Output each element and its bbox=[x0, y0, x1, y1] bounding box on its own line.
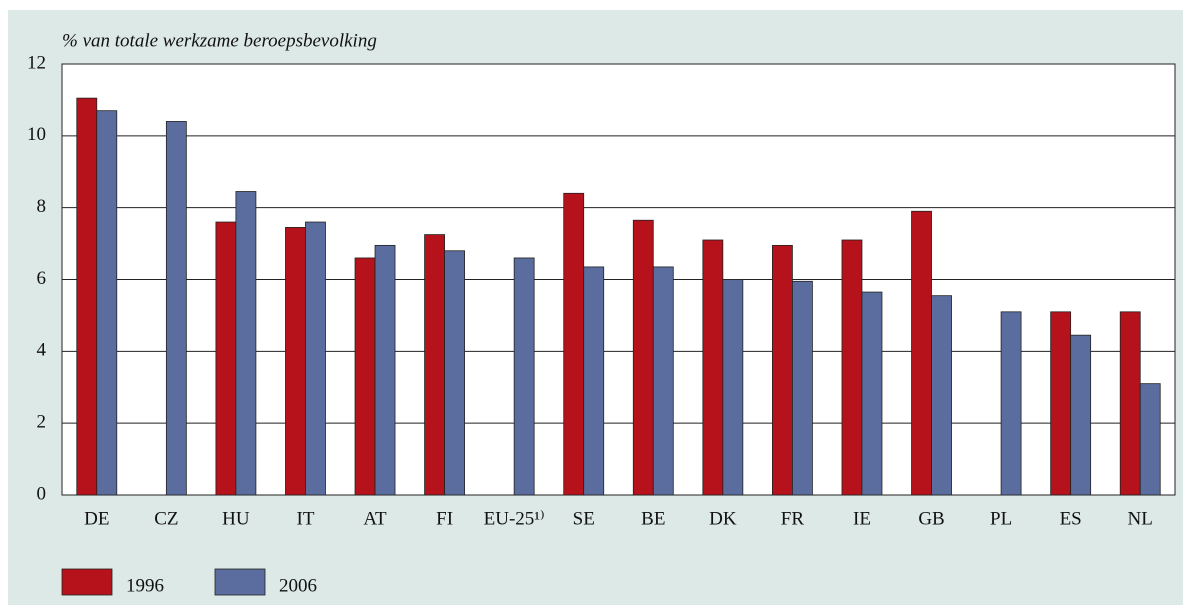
bar bbox=[424, 234, 445, 496]
bar bbox=[1070, 334, 1092, 496]
bar bbox=[632, 219, 654, 496]
y-tick-label: 2 bbox=[37, 412, 47, 433]
y-tick-label: 8 bbox=[37, 196, 47, 217]
bar bbox=[305, 221, 326, 496]
legend-swatch bbox=[61, 568, 113, 596]
bar bbox=[1139, 383, 1161, 496]
bar bbox=[165, 121, 187, 496]
y-tick-label: 12 bbox=[27, 52, 46, 73]
bar bbox=[772, 244, 793, 496]
x-tick-label: SE bbox=[573, 508, 595, 529]
x-tick-label: FI bbox=[436, 508, 453, 529]
bar bbox=[563, 192, 585, 496]
bar bbox=[1000, 311, 1022, 496]
x-tick-label: EU-25¹⁾ bbox=[484, 508, 545, 529]
y-tick-label: 10 bbox=[27, 124, 46, 145]
bar bbox=[1050, 311, 1072, 496]
x-tick-label: IT bbox=[297, 508, 315, 529]
x-tick-label: CZ bbox=[154, 508, 178, 529]
bar bbox=[96, 110, 118, 496]
x-tick-label: DE bbox=[84, 508, 109, 529]
x-tick-label: HU bbox=[222, 508, 250, 529]
bar bbox=[354, 257, 376, 496]
legend-label: 1996 bbox=[126, 575, 164, 596]
y-tick-label: 6 bbox=[37, 268, 47, 289]
x-tick-label: ES bbox=[1060, 508, 1082, 529]
y-tick-label: 0 bbox=[37, 483, 47, 504]
bar bbox=[583, 266, 605, 496]
axis-label: % van totale werkzame beroepsbevolking bbox=[62, 30, 377, 51]
bar bbox=[861, 291, 883, 496]
bar bbox=[285, 227, 306, 496]
bar bbox=[652, 266, 674, 496]
bar bbox=[792, 280, 813, 496]
bar bbox=[444, 250, 465, 496]
bar bbox=[1119, 311, 1141, 496]
bar bbox=[722, 279, 744, 496]
bar bbox=[513, 257, 535, 496]
legend-swatch bbox=[214, 568, 266, 596]
x-tick-label: NL bbox=[1128, 508, 1153, 529]
bar bbox=[911, 210, 932, 496]
x-tick-label: BE bbox=[641, 508, 665, 529]
bar bbox=[841, 239, 863, 496]
bar bbox=[702, 239, 724, 496]
x-tick-label: FR bbox=[781, 508, 805, 529]
x-tick-label: DK bbox=[709, 508, 737, 529]
bar bbox=[931, 295, 952, 496]
legend-label: 2006 bbox=[279, 575, 317, 596]
x-tick-label: PL bbox=[990, 508, 1012, 529]
x-tick-label: IE bbox=[853, 508, 871, 529]
x-tick-label: AT bbox=[363, 508, 387, 529]
bar bbox=[374, 244, 396, 496]
bar bbox=[235, 191, 257, 496]
bar bbox=[76, 97, 98, 496]
x-tick-label: GB bbox=[918, 508, 944, 529]
y-tick-label: 4 bbox=[37, 340, 47, 361]
bar bbox=[215, 221, 237, 496]
